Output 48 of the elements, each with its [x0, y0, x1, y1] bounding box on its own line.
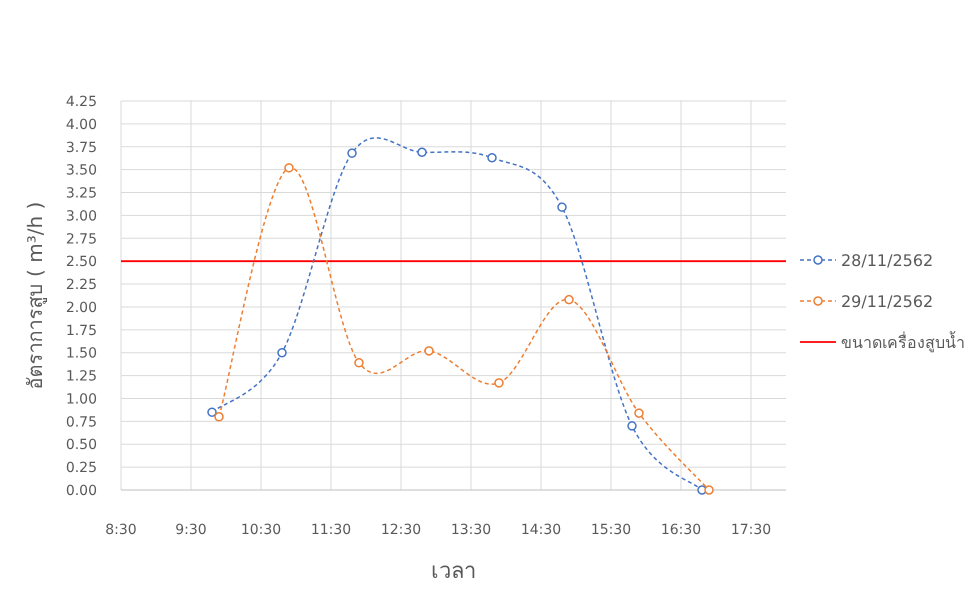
y-tick-label: 4.00 — [66, 116, 97, 133]
point — [207, 407, 217, 417]
y-tick-label: 1.75 — [66, 322, 97, 339]
x-tick-label: 17:30 — [730, 522, 772, 538]
point — [354, 358, 364, 368]
y-tick-label: 2.25 — [66, 277, 97, 294]
x-tick-label: 10:30 — [240, 522, 282, 538]
point — [634, 408, 644, 418]
x-tick-label: 13:30 — [450, 522, 492, 538]
x-tick-label: 11:30 — [310, 522, 352, 538]
y-tick-label: 0.25 — [66, 460, 97, 476]
y-tick-label: 4.25 — [66, 94, 97, 110]
x-tick-label: 16:30 — [660, 522, 702, 538]
x-tick-label: 14:30 — [520, 522, 562, 538]
y-tick-label: 2.00 — [66, 300, 97, 316]
y-tick-label: 0.00 — [66, 483, 97, 499]
x-tick-label: 12:30 — [380, 522, 422, 538]
x-tick-label: 8:30 — [105, 522, 137, 538]
point — [214, 412, 224, 422]
point — [494, 378, 504, 388]
point — [284, 163, 294, 173]
point — [487, 153, 497, 162]
y-tick-label: 1.00 — [66, 391, 97, 408]
y-tick-label: 3.00 — [66, 208, 97, 224]
x-tick-label: 15:30 — [590, 522, 632, 538]
point — [704, 485, 714, 495]
point — [627, 421, 637, 431]
y-tick-label: 3.50 — [66, 162, 97, 179]
legend-label: ขนาดเครื่องสูบน้ำ — [841, 331, 965, 353]
legend-label: 29/11/2562 — [841, 292, 934, 311]
legend-label: 28/11/2562 — [841, 251, 934, 270]
point — [277, 348, 287, 358]
y-tick-label: 1.25 — [66, 368, 97, 385]
point — [557, 202, 567, 212]
x-axis-title: เวลา — [431, 559, 476, 584]
x-tick-label: 9:30 — [175, 522, 207, 538]
y-axis-title: อัตราการสูบ ( m³/h ) — [23, 202, 48, 390]
y-tick-label: 3.25 — [66, 186, 97, 202]
y-tick-label: 0.50 — [66, 437, 97, 454]
y-tick-label: 3.75 — [66, 140, 97, 156]
point — [417, 148, 427, 158]
y-tick-label: 1.50 — [66, 346, 97, 362]
point — [564, 294, 574, 304]
point — [347, 148, 357, 158]
point — [424, 346, 434, 356]
y-tick-label: 2.50 — [66, 254, 97, 270]
y-tick-label: 2.75 — [66, 231, 97, 248]
y-tick-label: 0.75 — [66, 414, 97, 430]
